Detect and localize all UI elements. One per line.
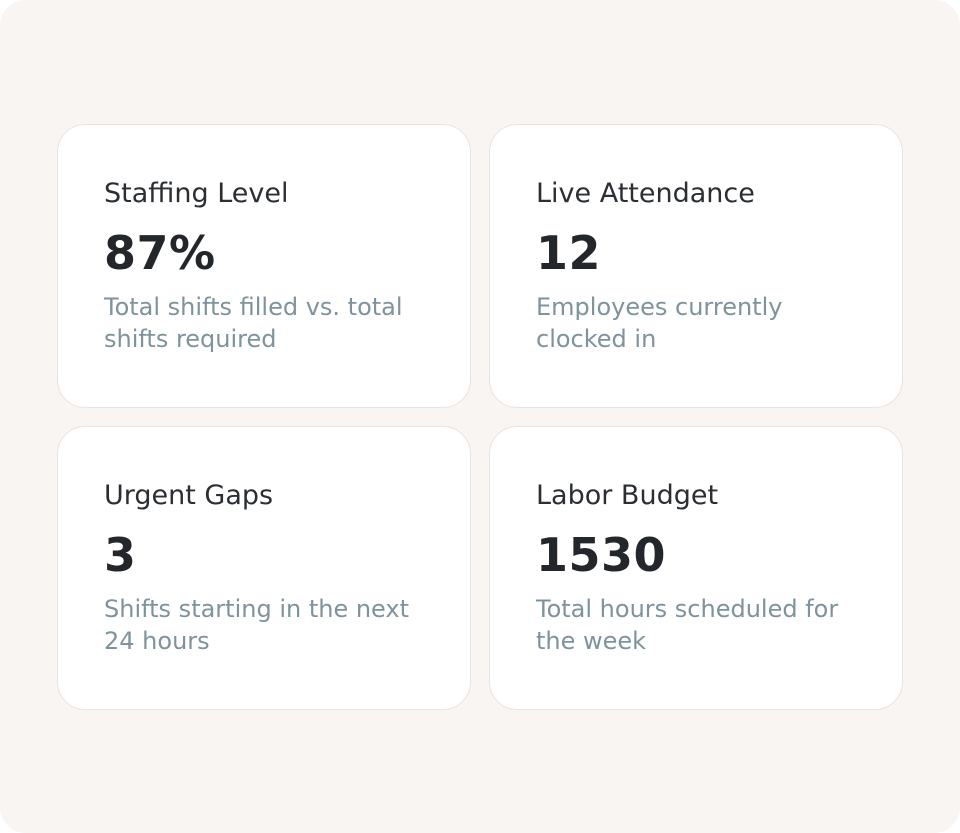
card-title: Live Attendance — [536, 178, 755, 209]
card-description: Shifts starting in the next 24 hours — [104, 595, 410, 655]
metric-card: Live Attendance 12 Employees currently clo… — [489, 124, 903, 408]
card-title: Urgent Gaps — [104, 480, 274, 511]
card-value: 1530 — [536, 528, 667, 582]
metric-card: Urgent Gaps 3 Shifts starting in the next … — [57, 426, 471, 710]
card-value: 3 — [104, 528, 137, 582]
card-description: Total hours scheduled for the week — [536, 595, 839, 655]
card-value: 87% — [104, 226, 216, 280]
card-description: Total shifts filled vs. total shifts req… — [104, 293, 403, 353]
card-value: 12 — [536, 226, 602, 280]
card-description: Employees currently clocked in — [536, 293, 783, 353]
card-title: Staffing Level — [104, 178, 289, 209]
card-title: Labor Budget — [536, 480, 719, 511]
card-grid: Staffing Level 87% Total shifts filled vs.… — [57, 124, 903, 710]
metric-card: Labor Budget 1530 Total hours scheduled fo… — [489, 426, 903, 710]
metric-card: Staffing Level 87% Total shifts filled vs.… — [57, 124, 471, 408]
